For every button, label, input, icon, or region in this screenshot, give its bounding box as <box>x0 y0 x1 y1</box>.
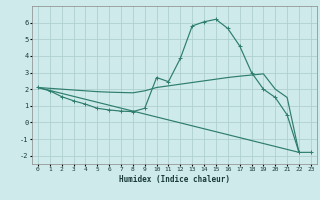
X-axis label: Humidex (Indice chaleur): Humidex (Indice chaleur) <box>119 175 230 184</box>
